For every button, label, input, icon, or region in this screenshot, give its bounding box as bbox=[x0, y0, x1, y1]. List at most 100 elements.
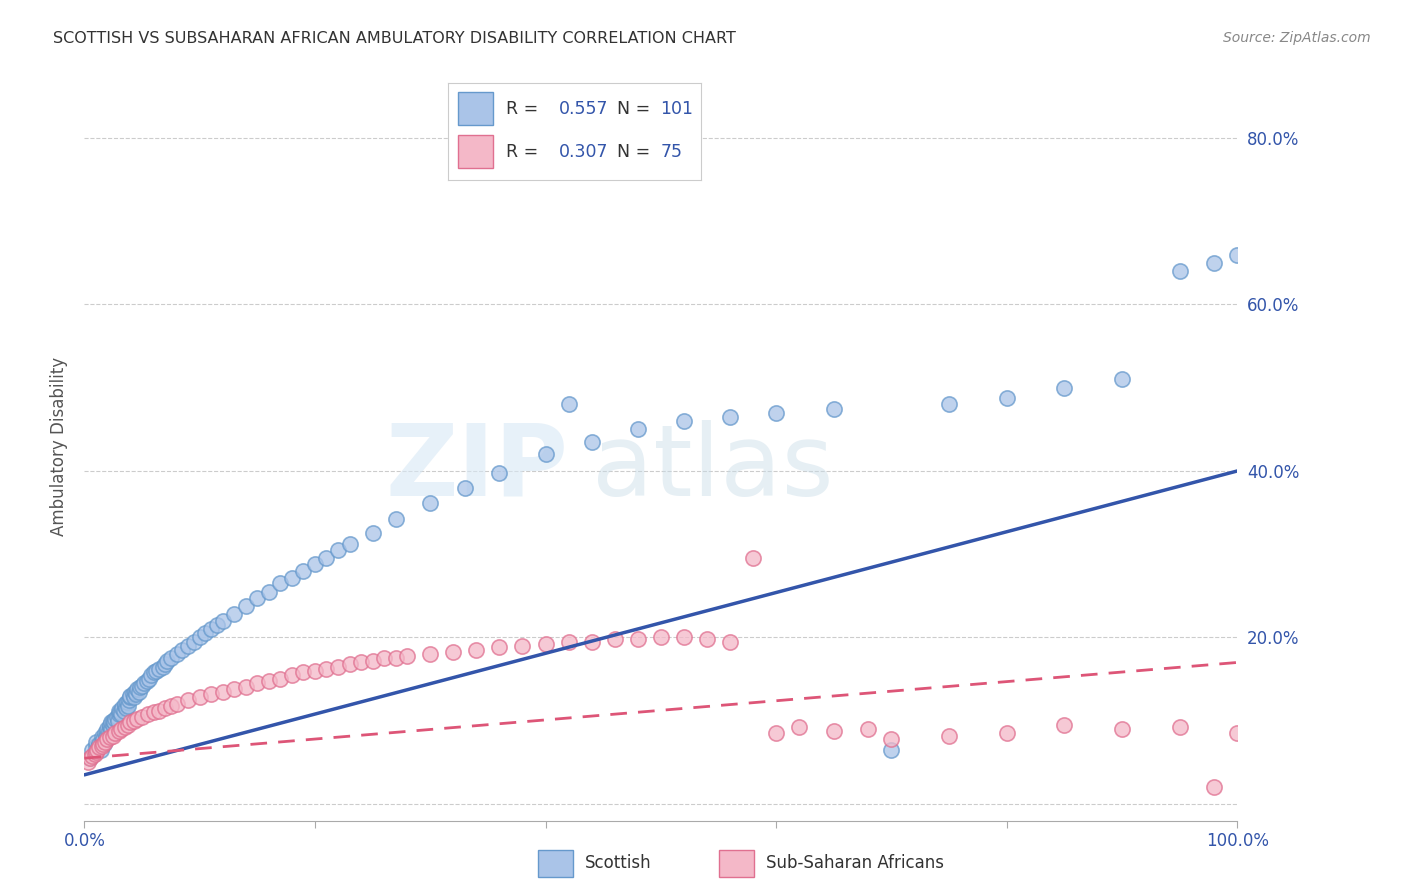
Point bbox=[107, 714, 129, 728]
Point bbox=[235, 681, 257, 695]
Point bbox=[142, 665, 165, 680]
Point bbox=[114, 697, 136, 711]
Point bbox=[84, 734, 107, 748]
Point bbox=[465, 643, 488, 657]
Point bbox=[114, 698, 136, 713]
Point bbox=[98, 718, 121, 732]
Point bbox=[603, 632, 626, 647]
Point bbox=[135, 673, 157, 688]
Point bbox=[361, 654, 384, 668]
Point bbox=[269, 672, 291, 686]
Point bbox=[128, 684, 150, 698]
Point bbox=[1168, 720, 1191, 734]
Point bbox=[84, 739, 107, 753]
Point bbox=[103, 715, 125, 730]
Point bbox=[1204, 780, 1226, 795]
Point bbox=[454, 481, 477, 495]
Point bbox=[488, 466, 510, 480]
Point bbox=[696, 632, 718, 647]
Point bbox=[82, 743, 104, 757]
Point bbox=[672, 414, 695, 428]
Point bbox=[627, 632, 650, 647]
Point bbox=[488, 640, 510, 655]
Point bbox=[581, 434, 603, 449]
Point bbox=[111, 701, 134, 715]
Text: Scottish: Scottish bbox=[585, 854, 651, 872]
Point bbox=[98, 731, 121, 745]
Point bbox=[373, 651, 395, 665]
Point bbox=[108, 706, 131, 720]
Point bbox=[104, 712, 127, 726]
Point bbox=[326, 543, 349, 558]
Point bbox=[200, 687, 222, 701]
Text: Source: ZipAtlas.com: Source: ZipAtlas.com bbox=[1223, 31, 1371, 45]
Point bbox=[90, 731, 112, 745]
Point bbox=[211, 684, 233, 698]
Point bbox=[120, 715, 142, 730]
Point bbox=[89, 743, 111, 757]
Text: atlas: atlas bbox=[592, 420, 834, 517]
Point bbox=[90, 734, 112, 748]
Point bbox=[110, 707, 132, 722]
Point bbox=[177, 693, 200, 707]
Point bbox=[89, 737, 111, 751]
Point bbox=[120, 689, 142, 703]
Point bbox=[96, 731, 118, 745]
Point bbox=[339, 657, 361, 672]
Point bbox=[98, 720, 121, 734]
Point bbox=[141, 668, 163, 682]
Point bbox=[103, 729, 124, 743]
Point bbox=[246, 676, 269, 690]
Point bbox=[718, 634, 741, 648]
Point bbox=[880, 743, 903, 757]
Point bbox=[269, 576, 291, 591]
Point bbox=[765, 406, 787, 420]
Point bbox=[153, 657, 176, 672]
Point bbox=[131, 679, 153, 693]
Point bbox=[148, 662, 170, 676]
Point bbox=[194, 626, 217, 640]
Point bbox=[557, 634, 579, 648]
Point bbox=[650, 631, 672, 645]
Point bbox=[160, 698, 183, 713]
Point bbox=[304, 664, 326, 678]
Point bbox=[82, 748, 104, 763]
Point bbox=[938, 397, 960, 411]
Point bbox=[557, 397, 579, 411]
Point bbox=[110, 722, 132, 736]
Point bbox=[148, 704, 170, 718]
Point bbox=[122, 714, 145, 728]
Point bbox=[384, 512, 406, 526]
Point bbox=[142, 706, 165, 720]
Point bbox=[125, 687, 148, 701]
Point bbox=[153, 701, 176, 715]
Point bbox=[858, 722, 880, 736]
Point bbox=[235, 599, 257, 613]
Point bbox=[823, 723, 845, 738]
Point bbox=[166, 647, 188, 661]
Point bbox=[96, 732, 118, 747]
Point bbox=[138, 672, 160, 686]
Point bbox=[172, 643, 194, 657]
Point bbox=[1053, 718, 1076, 732]
Point bbox=[103, 718, 124, 732]
Point bbox=[152, 659, 174, 673]
Point bbox=[938, 729, 960, 743]
Point bbox=[91, 737, 114, 751]
Text: SCOTTISH VS SUBSAHARAN AFRICAN AMBULATORY DISABILITY CORRELATION CHART: SCOTTISH VS SUBSAHARAN AFRICAN AMBULATOR… bbox=[53, 31, 737, 46]
Point bbox=[90, 739, 112, 753]
Point bbox=[117, 718, 139, 732]
Point bbox=[396, 648, 419, 663]
Point bbox=[441, 645, 464, 659]
Point bbox=[419, 647, 441, 661]
Point bbox=[205, 618, 228, 632]
Point bbox=[880, 732, 903, 747]
Point bbox=[87, 740, 110, 755]
Point bbox=[127, 682, 149, 697]
Point bbox=[93, 737, 115, 751]
Point bbox=[315, 551, 337, 566]
Point bbox=[79, 751, 101, 765]
Point bbox=[118, 693, 141, 707]
Point bbox=[281, 570, 304, 584]
Point bbox=[534, 637, 557, 651]
